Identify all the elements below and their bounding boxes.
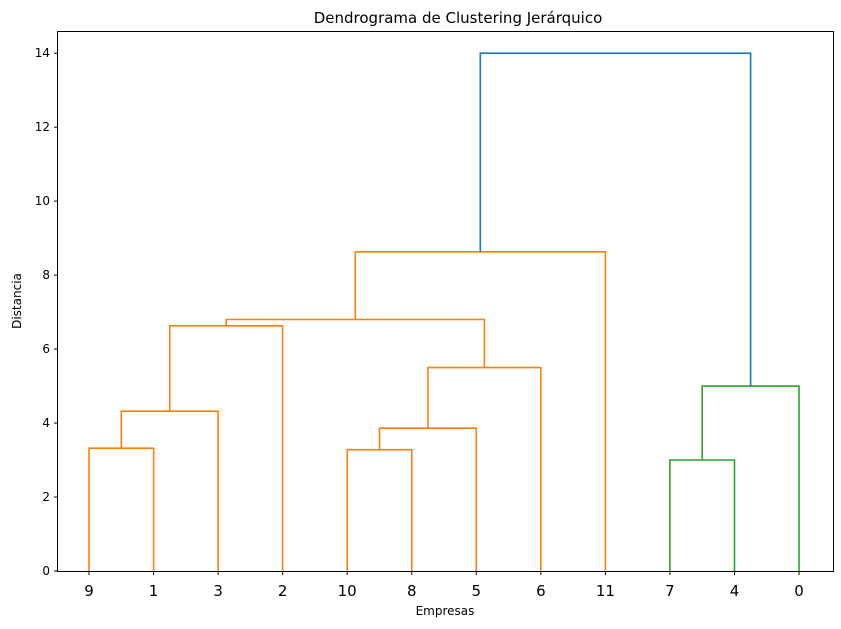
- x-tick-label-leaf: 0: [794, 582, 804, 600]
- x-tick-label-leaf: 1: [149, 582, 159, 600]
- y-tick-label: 2: [42, 490, 50, 504]
- x-tick-label-leaf: 11: [596, 582, 615, 600]
- dendrogram-link-8: [669, 459, 736, 571]
- x-tick-label-leaf: 2: [278, 582, 288, 600]
- x-tick-label-leaf: 3: [213, 582, 223, 600]
- y-tick-label: 4: [42, 416, 50, 430]
- dendrogram-link-3: [346, 448, 413, 571]
- x-tick-label-leaf: 10: [338, 582, 357, 600]
- y-tick-label: 14: [35, 46, 50, 60]
- y-tick-label: 0: [42, 564, 50, 578]
- chart-title: Dendrograma de Clustering Jerárquico: [314, 9, 603, 27]
- dendrogram-link-1: [120, 410, 219, 571]
- dendrogram-link-6: [225, 318, 486, 368]
- x-tick-label-leaf: 8: [407, 582, 417, 600]
- y-tick-label: 10: [35, 194, 50, 208]
- x-tick-label-leaf: 6: [536, 582, 546, 600]
- dendrogram-link-10: [479, 52, 752, 387]
- plot-frame: [57, 31, 834, 572]
- x-tick-label-leaf: 5: [472, 582, 482, 600]
- x-axis: 9 1 3 2 10 8 5 6 11 7 4 0: [84, 571, 804, 600]
- x-axis-label: Empresas: [416, 604, 475, 618]
- dendrogram-link-2: [168, 324, 284, 571]
- dendrogram-link-0: [88, 447, 155, 571]
- x-tick-label-leaf: 4: [730, 582, 740, 600]
- plot-area: [88, 52, 800, 571]
- y-tick-label: 6: [42, 342, 50, 356]
- y-tick-label: 12: [35, 120, 50, 134]
- dendrogram-link-7: [354, 251, 607, 571]
- y-axis: 0 2 4 6 8 10 12 14: [35, 46, 58, 578]
- y-tick-label: 8: [42, 268, 50, 282]
- y-axis-label: Distancia: [10, 273, 24, 329]
- dendrogram-link-5: [427, 366, 542, 571]
- dendrogram-link-9: [701, 385, 800, 571]
- x-tick-label-leaf: 7: [665, 582, 675, 600]
- x-tick-label-leaf: 9: [84, 582, 94, 600]
